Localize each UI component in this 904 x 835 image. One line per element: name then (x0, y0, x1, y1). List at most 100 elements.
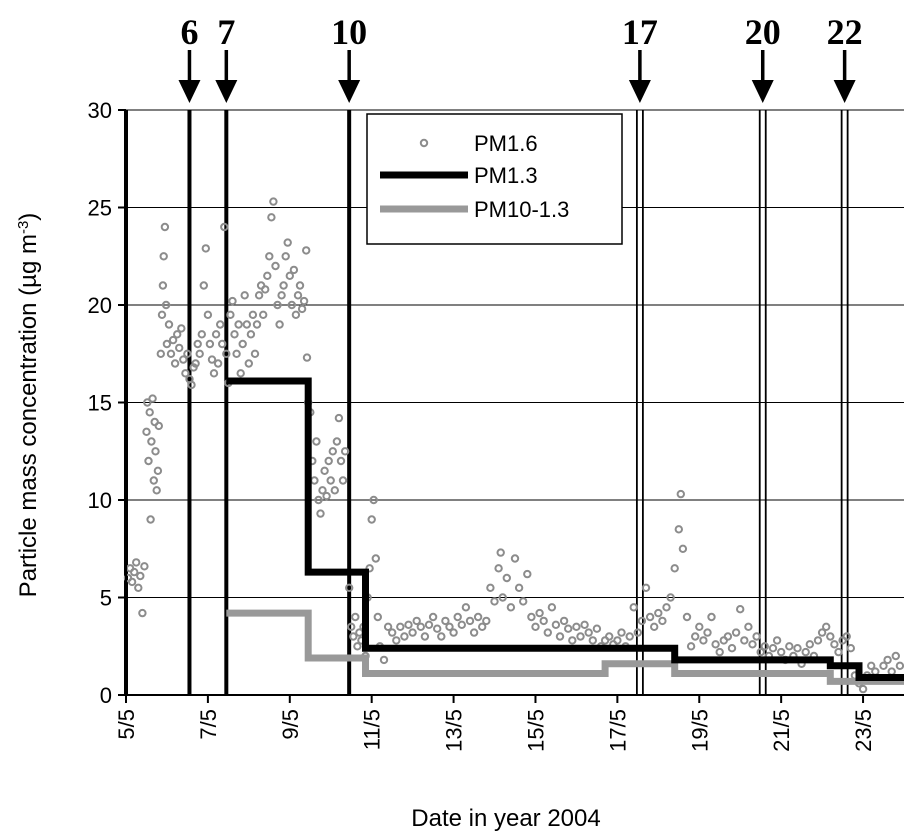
pm16-point (151, 447, 160, 456)
pm16-point (340, 447, 350, 456)
pm16-point (580, 620, 589, 629)
pm16-point (502, 573, 511, 583)
pm16-point (408, 628, 417, 637)
pm16-point (267, 213, 276, 222)
pm16-point (203, 310, 213, 319)
pm16-point (404, 620, 413, 629)
pm16-point (650, 622, 659, 631)
x-axis-title: Date in year 2004 (411, 805, 600, 832)
pm16-point (793, 644, 802, 653)
pm16-point (658, 616, 667, 626)
pm16-point (144, 456, 153, 466)
pm16-point (388, 628, 397, 637)
pm16-point (293, 291, 303, 300)
event-arrow-head (338, 80, 361, 103)
pm16-point (682, 612, 692, 622)
pm16-point (244, 359, 254, 368)
pm16-point (314, 495, 323, 505)
pm16-point (768, 644, 778, 653)
pm16-point (756, 647, 765, 657)
pm16-point (349, 632, 358, 641)
pm16-point (216, 320, 225, 329)
pm16-point (168, 335, 178, 345)
pm16-point (164, 320, 174, 329)
pm16-point (334, 413, 344, 423)
pm16-point (195, 349, 204, 358)
pm16-point (686, 642, 696, 651)
pm16-point (633, 628, 642, 637)
pm16-point (242, 320, 252, 329)
pm16-point (273, 300, 282, 310)
pm16-point (691, 632, 700, 641)
pm16-point (328, 447, 337, 456)
y-axis-title-end: ) (15, 213, 42, 221)
pm16-point (318, 486, 327, 495)
pm16-point (535, 608, 544, 618)
pm16-point (613, 636, 622, 645)
x-tick-label: 7/5 (196, 709, 221, 740)
pm16-point (197, 330, 207, 339)
pm16-point (148, 394, 157, 403)
pm16-point (263, 271, 272, 280)
pm16-point (420, 632, 430, 641)
pm16-point (625, 632, 634, 641)
pm16-point (159, 252, 168, 261)
pm16-point (879, 661, 888, 670)
pm13-line (226, 377, 904, 681)
pm16-point (867, 661, 876, 670)
pm16-point (326, 476, 335, 485)
pm16-point (199, 281, 209, 290)
pm16-point (891, 651, 900, 661)
pm16-point (175, 343, 184, 353)
y-tick-label: 10 (88, 488, 112, 513)
pm16-point (392, 636, 401, 645)
pm16-point (281, 252, 290, 261)
pm16-point (254, 291, 264, 300)
pm16-point (736, 605, 745, 614)
pm16-point (324, 456, 333, 466)
pm16-point (543, 628, 552, 637)
pm16-point (617, 628, 626, 637)
pm16-point (222, 349, 231, 358)
pm16-point (279, 281, 288, 290)
pm16-point (143, 398, 152, 407)
pm16-point (240, 291, 249, 300)
pm16-point (605, 632, 614, 641)
pm16-point (461, 603, 471, 612)
pm16-point (514, 583, 524, 592)
event-label: 20 (745, 12, 781, 52)
pm16-point (441, 616, 450, 626)
pm16-point (232, 349, 241, 358)
pm16-point (494, 564, 503, 573)
pm16-point (338, 476, 348, 485)
pm16-point (506, 603, 516, 612)
pm16-point (584, 628, 593, 637)
pm16-point (310, 476, 319, 485)
pm16-point (252, 320, 262, 329)
pm16-point (226, 310, 235, 319)
pm16-point (498, 593, 507, 602)
pm16-point (275, 320, 284, 329)
pm16-point (138, 608, 147, 618)
pm16-point (271, 261, 280, 271)
pm16-point (347, 622, 356, 631)
pm16-point (400, 632, 409, 641)
pm16-point (551, 620, 561, 629)
legend-pm13-label: PM1.3 (474, 163, 538, 188)
pm16-point (246, 330, 256, 339)
pm16-point (707, 612, 716, 622)
y-tick-label: 15 (88, 391, 112, 416)
pm16-point (887, 667, 896, 676)
x-tick-label: 23/5 (851, 709, 876, 752)
pm16-point (805, 640, 814, 649)
pm16-point (785, 642, 794, 651)
pm16-point (162, 339, 172, 349)
x-tick-label: 13/5 (442, 709, 467, 752)
pm16-point (379, 655, 389, 665)
pm16-point (641, 583, 651, 592)
pm16-point (568, 636, 577, 645)
pm16-point (482, 616, 491, 626)
pm16-point (179, 355, 188, 364)
pm16-point (592, 624, 602, 633)
pm16-point (132, 558, 141, 567)
